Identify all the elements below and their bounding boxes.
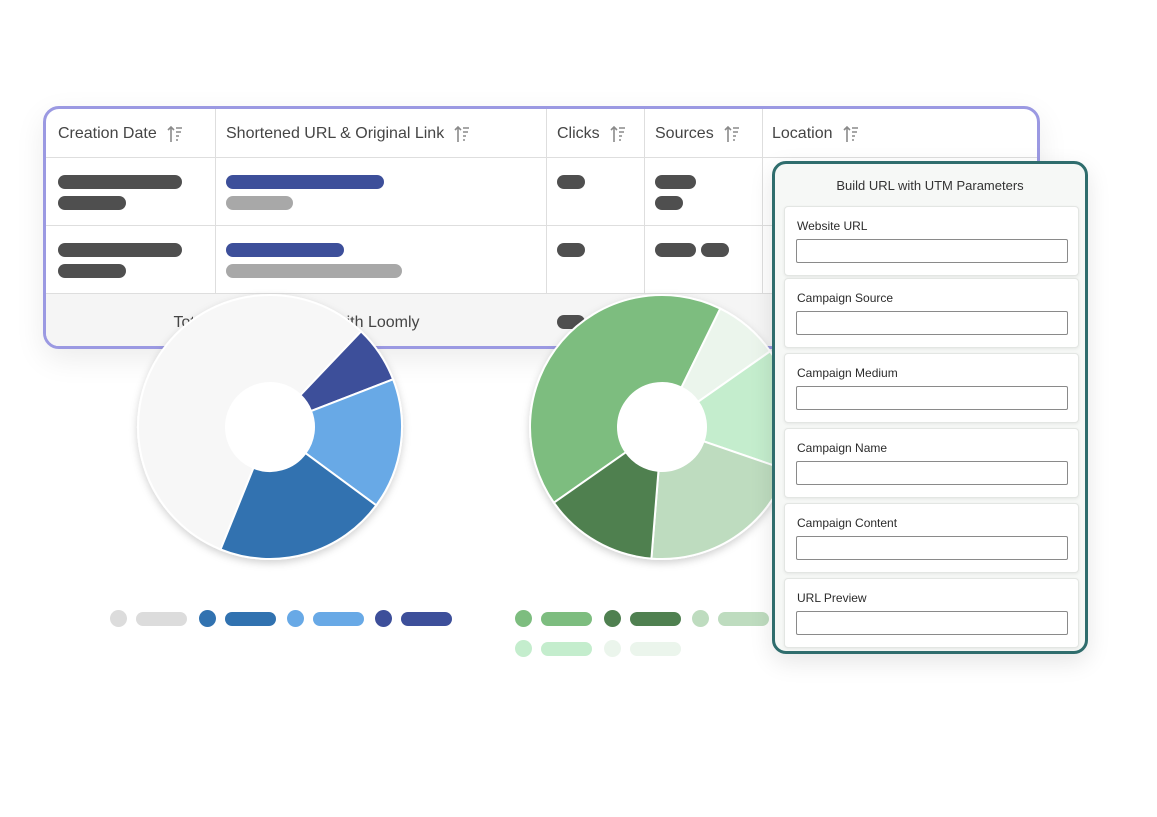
legend-dot <box>692 610 709 627</box>
campaign-content-field: Campaign Content <box>784 503 1079 573</box>
table-row[interactable] <box>46 158 1037 226</box>
column-divider <box>546 109 547 294</box>
column-header-label: Shortened URL & Original Link <box>226 124 445 142</box>
url-preview-input[interactable] <box>796 611 1068 635</box>
column-header-sources[interactable]: Sources <box>655 109 740 158</box>
column-header-location[interactable]: Location <box>772 109 859 158</box>
original-link-placeholder[interactable] <box>226 196 293 210</box>
source-placeholder <box>701 243 729 257</box>
short-url-placeholder[interactable] <box>226 243 344 257</box>
sort-icon[interactable] <box>610 125 626 143</box>
legend-label-placeholder <box>313 611 364 626</box>
table-header-row <box>46 109 1037 158</box>
column-header-creation-date[interactable]: Creation Date <box>58 109 183 158</box>
date-placeholder <box>58 175 182 189</box>
sort-icon[interactable] <box>842 125 859 143</box>
donut-slice[interactable] <box>650 440 789 560</box>
field-label: Website URL <box>797 219 868 233</box>
column-divider <box>644 109 645 294</box>
legend-dot <box>515 640 532 657</box>
clicks-placeholder <box>557 243 585 257</box>
website-url-field: Website URL <box>784 206 1079 276</box>
legend-label-placeholder <box>541 611 592 626</box>
locations-donut-chart <box>529 294 795 560</box>
legend-dot <box>199 610 216 627</box>
column-header-label: Location <box>772 124 833 142</box>
short-url-placeholder[interactable] <box>226 175 384 189</box>
legend-label-placeholder <box>630 641 681 656</box>
campaign-medium-field: Campaign Medium <box>784 353 1079 423</box>
campaign-medium-input[interactable] <box>796 386 1068 410</box>
column-header-shortened-url[interactable]: Shortened URL & Original Link <box>226 109 470 158</box>
legend-label-placeholder <box>630 611 681 626</box>
campaign-source-field: Campaign Source <box>784 278 1079 348</box>
column-divider <box>215 109 216 294</box>
source-placeholder <box>655 243 696 257</box>
legend-dot <box>375 610 392 627</box>
column-header-clicks[interactable]: Clicks <box>557 109 626 158</box>
original-link-placeholder[interactable] <box>226 264 402 278</box>
legend-dot <box>604 610 621 627</box>
field-label: Campaign Medium <box>797 366 898 380</box>
column-header-label: Creation Date <box>58 124 157 142</box>
clicks-placeholder <box>557 175 585 189</box>
utm-builder-panel: Build URL with UTM Parameters Website UR… <box>772 161 1088 654</box>
column-header-label: Clicks <box>557 124 600 142</box>
legend-dot <box>604 640 621 657</box>
legend-label-placeholder <box>136 611 187 626</box>
sort-icon[interactable] <box>167 125 183 143</box>
donut-hole <box>618 383 706 471</box>
column-divider <box>762 109 763 294</box>
table-row[interactable] <box>46 226 1037 294</box>
campaign-name-field: Campaign Name <box>784 428 1079 498</box>
legend-dot <box>110 610 127 627</box>
time-placeholder <box>58 264 126 278</box>
website-url-input[interactable] <box>796 239 1068 263</box>
campaign-content-input[interactable] <box>796 536 1068 560</box>
campaign-name-input[interactable] <box>796 461 1068 485</box>
utm-panel-title: Build URL with UTM Parameters <box>836 178 1024 193</box>
date-placeholder <box>58 243 182 257</box>
legend-label-placeholder <box>541 641 592 656</box>
column-header-label: Sources <box>655 124 714 142</box>
legend-label-placeholder <box>225 611 276 626</box>
source-placeholder <box>655 196 683 210</box>
sources-donut-chart <box>137 294 403 560</box>
time-placeholder <box>58 196 126 210</box>
field-label: URL Preview <box>797 591 867 605</box>
donut-hole <box>226 383 314 471</box>
campaign-source-input[interactable] <box>796 311 1068 335</box>
field-label: Campaign Source <box>797 291 894 305</box>
sort-icon[interactable] <box>724 125 740 143</box>
field-label: Campaign Name <box>797 441 888 455</box>
legend-dot <box>287 610 304 627</box>
legend-label-placeholder <box>718 611 769 626</box>
legend-dot <box>515 610 532 627</box>
legend-label-placeholder <box>401 611 452 626</box>
source-placeholder <box>655 175 696 189</box>
field-label: Campaign Content <box>797 516 898 530</box>
sort-icon[interactable] <box>454 125 470 143</box>
url-preview-field: URL Preview <box>784 578 1079 648</box>
